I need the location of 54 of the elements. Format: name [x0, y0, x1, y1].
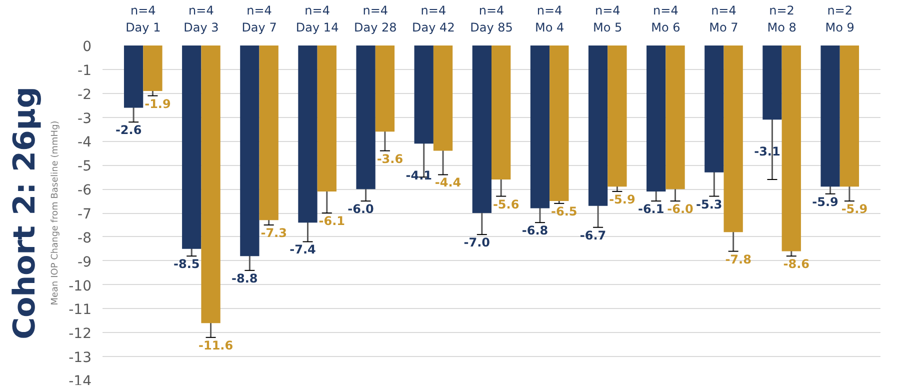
y-tick-label: -4 — [78, 134, 92, 151]
text: Cohort 2: 26µg — [8, 86, 42, 340]
x-tick-label: n=4 Day 14 — [296, 4, 339, 34]
data-label: -11.6 — [198, 338, 234, 352]
y-tick-label: -1 — [78, 62, 92, 79]
data-label: -8.8 — [232, 271, 258, 286]
x-tick-label: n=4 Day 85 — [470, 4, 513, 34]
x-tick-label: n=2 Mo 9 — [825, 4, 854, 34]
data-label: -7.8 — [725, 252, 752, 266]
y-tick-label: -12 — [68, 326, 92, 342]
y-tick-label: -9 — [78, 254, 92, 270]
y-tick-label: -5 — [78, 158, 92, 175]
y-tick-label: 0 — [82, 39, 92, 55]
data-label: -5.9 — [841, 202, 868, 216]
data-label: -3.6 — [376, 152, 404, 166]
data-label: -7.3 — [260, 226, 287, 240]
data-label: -6.8 — [522, 224, 548, 238]
data-label: -8.6 — [783, 257, 810, 272]
x-tick-label: n=4 Day 7 — [242, 4, 277, 34]
data-label: -6.7 — [580, 228, 606, 242]
y-tick-label: -3 — [78, 110, 92, 127]
data-label: -4.4 — [434, 176, 462, 190]
data-label: -5.6 — [492, 197, 520, 212]
x-tick-label: n=4 Day 1 — [126, 4, 161, 34]
y-axis-title: Mean IOP Change from Baseline (mmHg) — [50, 120, 61, 306]
x-tick-label: n=2 Mo 8 — [767, 4, 796, 34]
y-tick-label: -7 — [78, 206, 92, 222]
x-tick-label: n=4 Day 28 — [354, 4, 397, 34]
data-label: -1.9 — [144, 96, 171, 111]
data-label: -6.1 — [318, 214, 346, 228]
x-tick-label: n=4 Mo 6 — [651, 4, 680, 34]
data-label: -5.3 — [696, 197, 722, 212]
data-label: -8.5 — [174, 257, 200, 272]
y-tick-label: -6 — [78, 182, 92, 199]
y-tick-label: -11 — [68, 302, 92, 318]
y-tick-label: -8 — [78, 230, 92, 246]
y-tick-label: -10 — [68, 278, 92, 294]
data-label: -6.0 — [667, 202, 694, 216]
data-label: -4.1 — [406, 168, 432, 183]
y-tick-label: -2 — [78, 86, 92, 103]
y-tick-label: -13 — [68, 350, 92, 366]
data-label: -6.5 — [551, 204, 578, 218]
data-label: -5.9 — [609, 192, 636, 206]
data-label: -7.0 — [464, 236, 490, 250]
x-tick-label: n=4 Mo 4 — [534, 4, 564, 34]
x-tick-label: n=4 Day 3 — [184, 4, 219, 34]
data-label: -2.6 — [115, 123, 142, 138]
data-label: -5.9 — [812, 194, 838, 209]
x-tick-label: n=4 Mo 7 — [709, 4, 738, 34]
x-tick-label: n=4 Day 42 — [412, 4, 455, 34]
data-label: -7.4 — [290, 242, 316, 257]
data-label: -6.0 — [348, 202, 374, 216]
data-label: -6.1 — [638, 202, 664, 216]
x-tick-label: n=4 Mo 5 — [593, 4, 622, 34]
